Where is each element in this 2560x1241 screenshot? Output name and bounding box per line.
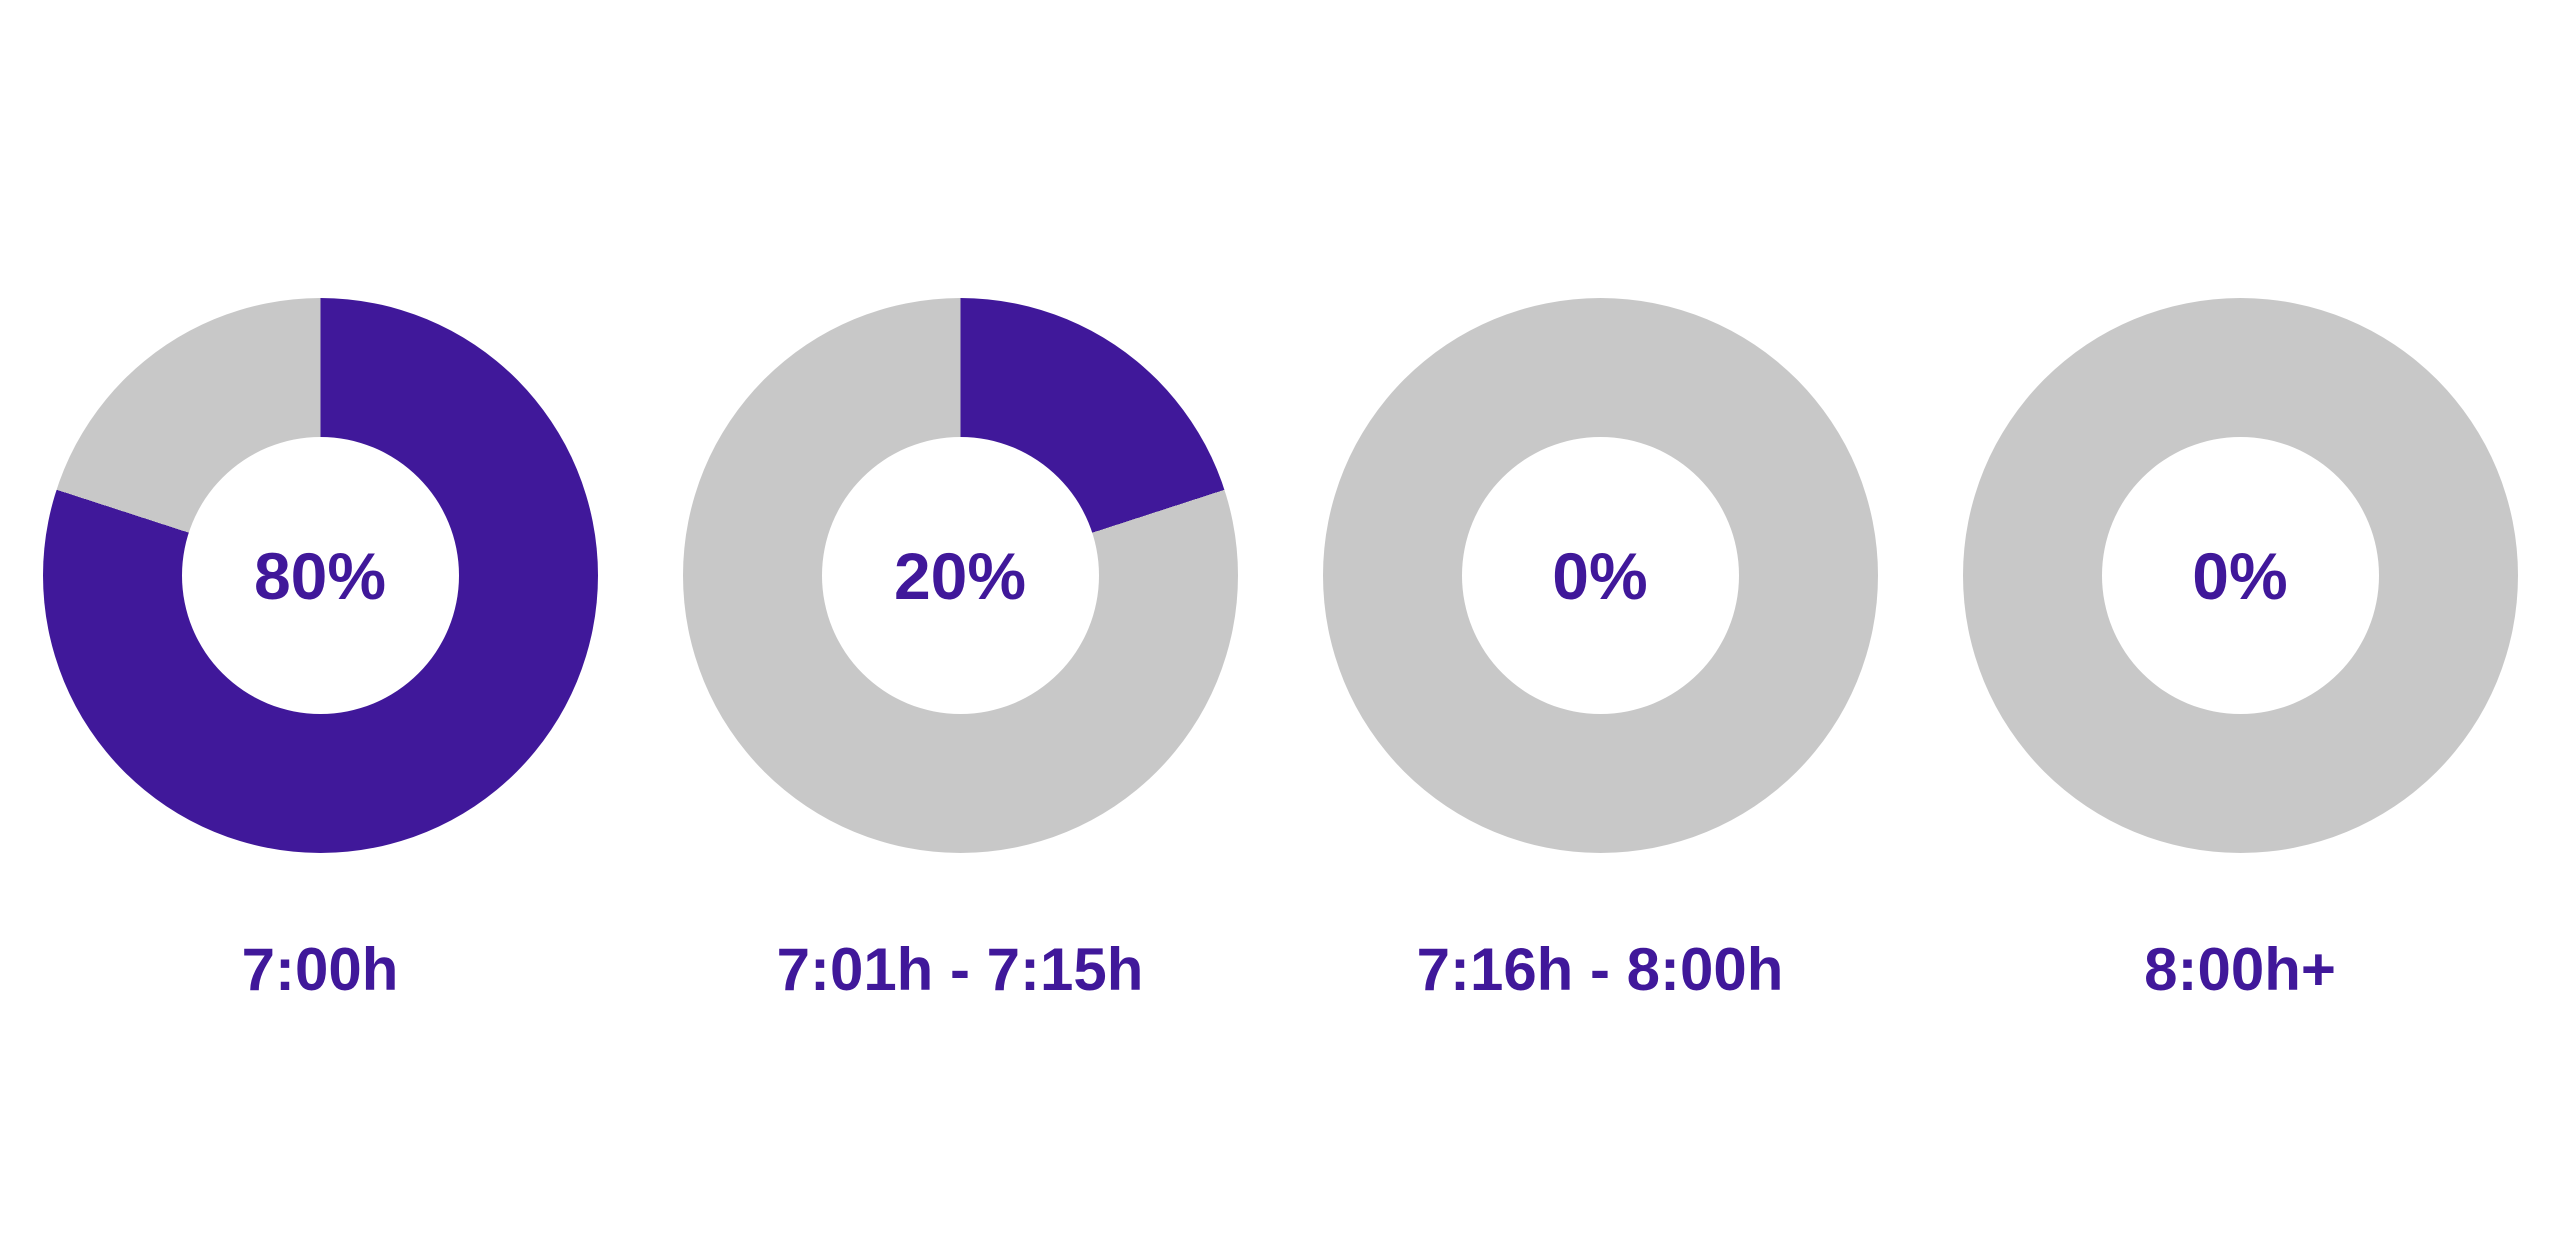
donut-hole: 80% <box>181 437 459 714</box>
donut-ring: 0% <box>1962 298 2518 853</box>
donut-ring: 20% <box>682 298 1238 853</box>
donut-category-label: 8:00h+ <box>2144 936 2336 1003</box>
donut-chart-7-16h-8-00h: 0% 7:16h - 8:00h <box>1280 298 1920 1004</box>
donut-hole: 0% <box>2101 437 2379 714</box>
donut-ring: 80% <box>42 298 598 853</box>
donut-category-label: 7:01h - 7:15h <box>776 936 1144 1003</box>
donut-hole: 20% <box>821 437 1099 714</box>
donut-percent-value: 20% <box>893 538 1027 613</box>
donut-percent-value: 80% <box>253 538 387 613</box>
donut-chart-8-00h-plus: 0% 8:00h+ <box>1920 298 2560 1004</box>
donut-percent-value: 0% <box>1552 538 1648 613</box>
charts-row: 80% 7:00h 20% 7:01h - 7:15h 0% 7:16h - 8… <box>0 298 2560 1004</box>
donut-category-label: 7:00h <box>241 936 399 1003</box>
donut-category-label: 7:16h - 8:00h <box>1416 936 1784 1003</box>
donut-chart-7-00h: 80% 7:00h <box>0 298 640 1004</box>
donut-chart-7-01h-7-15h: 20% 7:01h - 7:15h <box>640 298 1280 1004</box>
donut-ring: 0% <box>1322 298 1878 853</box>
donut-percent-value: 0% <box>2192 538 2288 613</box>
donut-hole: 0% <box>1461 437 1739 714</box>
